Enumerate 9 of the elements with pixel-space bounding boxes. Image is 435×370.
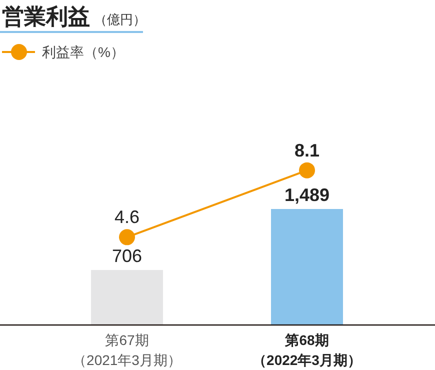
chart-subtitle: （億円） <box>94 12 146 27</box>
data-label: 1,489 <box>284 185 330 205</box>
chart-title: 営業利益 <box>2 4 90 29</box>
data-label: 706 <box>112 246 142 266</box>
x-tick-label: 第67期（2021年3月期） <box>72 332 182 368</box>
legend-label: 利益率（%） <box>42 44 124 60</box>
data-label: 4.6 <box>114 207 140 228</box>
data-label: 8.1 <box>294 140 320 160</box>
x-tick-label: 第68期（2022年3月期） <box>252 332 362 368</box>
